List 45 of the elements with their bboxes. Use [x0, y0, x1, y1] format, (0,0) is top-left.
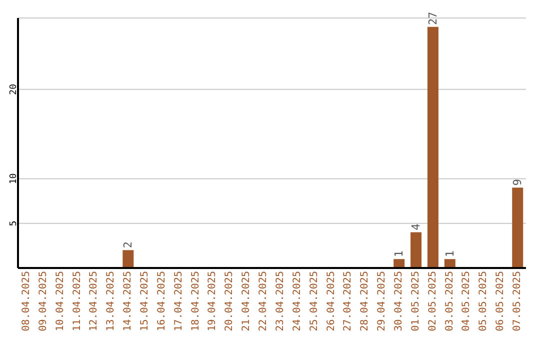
x-tick-label: 23.04.2025 [274, 271, 286, 332]
x-tick-label: 05.05.2025 [478, 271, 490, 332]
y-tick-label: 5 [9, 220, 19, 226]
x-tick-label: 30.04.2025 [394, 271, 404, 332]
data-label: 4 [410, 223, 423, 230]
bar [394, 259, 405, 268]
y-tick-label: 20 [9, 84, 19, 95]
x-tick-label: 12.04.2025 [88, 271, 100, 332]
x-tick-label: 18.04.2025 [190, 271, 202, 332]
x-tick-label: 04.05.2025 [461, 271, 472, 332]
x-tick-label: 03.05.2025 [444, 271, 456, 332]
bar [122, 250, 134, 268]
bar [444, 259, 456, 268]
data-label: 1 [392, 250, 406, 258]
x-tick-label: 14.04.2025 [122, 271, 134, 332]
x-tick-label: 20.04.2025 [224, 271, 236, 332]
x-tick-label: 02.05.2025 [427, 271, 438, 332]
x-tick-label: 13.04.2025 [106, 271, 117, 332]
x-tick-label: 11.04.2025 [72, 271, 83, 332]
x-tick-label: 08.04.2025 [20, 271, 32, 332]
data-label: 27 [426, 12, 440, 25]
x-tick-label: 15.04.2025 [140, 271, 150, 332]
x-tick-label: 06.05.2025 [495, 271, 506, 332]
x-tick-label: 17.04.2025 [173, 271, 184, 332]
x-tick-label: 09.04.2025 [38, 271, 49, 332]
x-tick-label: 27.04.2025 [342, 271, 354, 332]
x-tick-label: 25.04.2025 [308, 271, 320, 332]
x-tick-label: 26.04.2025 [326, 271, 337, 332]
x-tick-label: 28.04.2025 [360, 271, 371, 332]
data-label: 1 [443, 250, 456, 258]
x-tick-label: 21.04.2025 [241, 271, 252, 332]
x-tick-label: 07.05.2025 [512, 271, 524, 332]
x-tick-label: 16.04.2025 [156, 271, 168, 332]
x-tick-label: 10.04.2025 [54, 271, 66, 332]
x-tick-label: 22.04.2025 [258, 271, 270, 332]
data-label: 2 [122, 242, 135, 248]
y-tick-label: 10 [9, 173, 19, 184]
x-tick-label: 01.05.2025 [410, 271, 422, 332]
data-label: 9 [511, 179, 524, 186]
x-tick-label: 29.04.2025 [376, 271, 388, 332]
bar [410, 232, 422, 268]
bar [512, 188, 524, 268]
x-tick-label: 19.04.2025 [207, 271, 218, 332]
x-tick-label: 24.04.2025 [292, 271, 303, 332]
bar [427, 26, 438, 268]
